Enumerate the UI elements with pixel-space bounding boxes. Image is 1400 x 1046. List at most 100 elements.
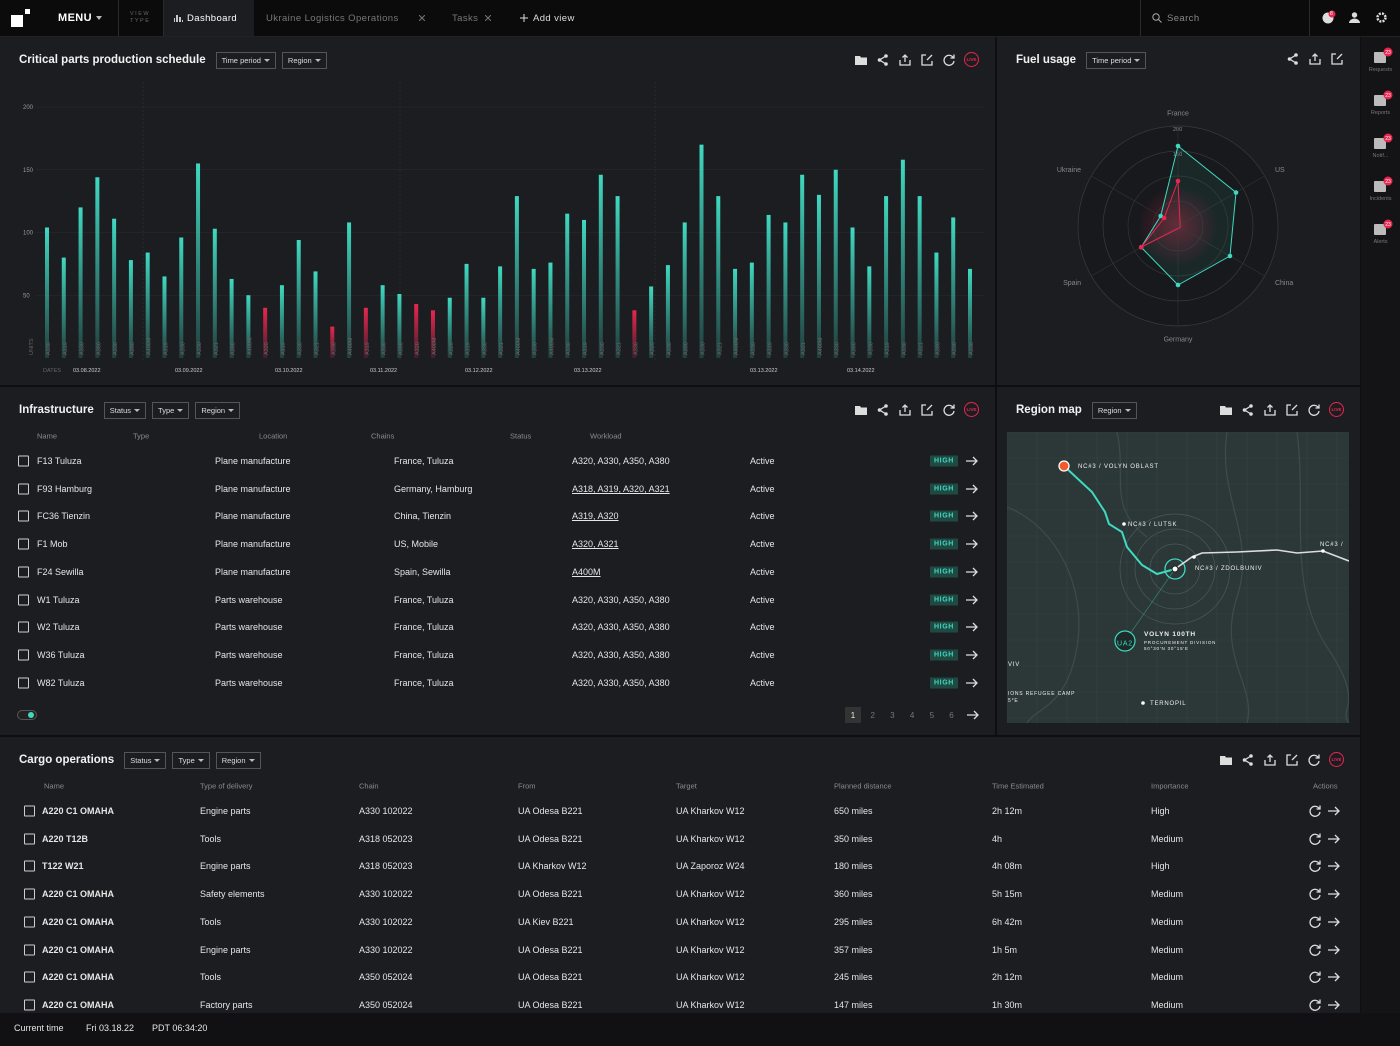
row-refresh-button[interactable] xyxy=(1308,804,1322,818)
next-page-button[interactable] xyxy=(966,708,980,722)
row-checkbox[interactable] xyxy=(18,455,29,467)
toolbar-button[interactable] xyxy=(898,403,912,417)
toggle[interactable] xyxy=(17,710,37,720)
tab[interactable]: Ukraine Logistics Operations xyxy=(266,12,399,24)
row-checkbox[interactable] xyxy=(24,833,35,845)
filter-dropdown[interactable]: Type xyxy=(172,751,210,769)
toolbar-button[interactable] xyxy=(1285,753,1299,767)
live-badge[interactable]: LIVE xyxy=(964,52,979,67)
row-open-button[interactable] xyxy=(965,648,979,662)
row-refresh-button[interactable] xyxy=(1308,943,1322,957)
toolbar-button[interactable] xyxy=(1219,403,1233,417)
toolbar-button[interactable] xyxy=(1263,753,1277,767)
row-refresh-button[interactable] xyxy=(1308,915,1322,929)
sidebar-icon[interactable]: 23 xyxy=(1373,90,1395,108)
toolbar-button[interactable] xyxy=(1241,753,1255,767)
row-checkbox[interactable] xyxy=(18,566,29,578)
toolbar-button[interactable] xyxy=(942,403,956,417)
row-open-button[interactable] xyxy=(965,593,979,607)
toolbar-button[interactable] xyxy=(920,53,934,67)
page-number[interactable]: 5 xyxy=(929,710,935,720)
row-refresh-button[interactable] xyxy=(1308,859,1322,873)
toolbar-button[interactable] xyxy=(1285,403,1299,417)
toolbar-button[interactable] xyxy=(1286,52,1300,66)
toolbar-button[interactable] xyxy=(876,53,890,67)
filter-dropdown[interactable]: Status xyxy=(103,401,147,419)
toolbar-button[interactable] xyxy=(1307,403,1321,417)
row-refresh-button[interactable] xyxy=(1308,832,1322,846)
settings-icon[interactable] xyxy=(1376,12,1387,23)
filter-dropdown[interactable]: Region xyxy=(215,751,261,769)
row-refresh-button[interactable] xyxy=(1308,970,1322,984)
live-badge[interactable]: LIVE xyxy=(1329,752,1344,767)
row-checkbox[interactable] xyxy=(18,538,29,550)
page-number[interactable]: 1 xyxy=(845,707,861,723)
row-checkbox[interactable] xyxy=(24,805,35,817)
clock-icon[interactable] xyxy=(1322,10,1336,24)
row-checkbox[interactable] xyxy=(18,510,29,522)
filter-dropdown[interactable]: Region xyxy=(1091,401,1137,419)
toolbar-button[interactable] xyxy=(876,403,890,417)
live-badge[interactable]: LIVE xyxy=(964,402,979,417)
row-checkbox[interactable] xyxy=(18,594,29,605)
filter-dropdown[interactable]: Status xyxy=(124,751,167,769)
toolbar-button[interactable] xyxy=(1241,403,1255,417)
add-view-button[interactable]: Add view xyxy=(533,12,575,24)
row-open-button[interactable] xyxy=(1327,859,1341,873)
row-checkbox[interactable] xyxy=(18,649,29,661)
row-open-button[interactable] xyxy=(965,454,979,468)
filter-dropdown[interactable]: Region xyxy=(195,401,241,419)
toolbar-button[interactable] xyxy=(1219,753,1233,767)
sidebar-icon[interactable]: 23 xyxy=(1373,133,1395,151)
sidebar-icon[interactable]: 23 xyxy=(1373,219,1395,237)
toolbar-button[interactable] xyxy=(1307,753,1321,767)
row-checkbox[interactable] xyxy=(24,944,35,955)
close-icon[interactable] xyxy=(419,15,425,21)
toolbar-button[interactable] xyxy=(942,53,956,67)
row-checkbox[interactable] xyxy=(18,483,29,495)
toolbar-button[interactable] xyxy=(854,53,868,67)
filter-dropdown[interactable]: Region xyxy=(281,51,327,69)
live-badge[interactable]: LIVE xyxy=(1329,402,1344,417)
page-number[interactable]: 4 xyxy=(909,710,915,720)
row-checkbox[interactable] xyxy=(18,621,29,633)
row-open-button[interactable] xyxy=(1327,832,1341,846)
toolbar-button[interactable] xyxy=(920,403,934,417)
toolbar-button[interactable] xyxy=(854,403,868,417)
toolbar-button[interactable] xyxy=(1263,403,1277,417)
filter-dropdown[interactable]: Type xyxy=(152,401,190,419)
row-refresh-button[interactable] xyxy=(1308,998,1322,1012)
tab[interactable]: Tasks xyxy=(452,12,479,24)
row-open-button[interactable] xyxy=(1327,998,1341,1012)
row-checkbox[interactable] xyxy=(18,677,29,689)
tab[interactable]: Dashboard xyxy=(187,12,238,24)
row-open-button[interactable] xyxy=(965,509,979,523)
filter-dropdown[interactable]: Time period xyxy=(215,51,276,69)
row-checkbox[interactable] xyxy=(24,916,35,928)
row-checkbox[interactable] xyxy=(24,971,35,983)
row-checkbox[interactable] xyxy=(24,888,35,900)
sidebar-icon[interactable]: 23 xyxy=(1373,176,1395,194)
page-number[interactable]: 2 xyxy=(870,710,875,720)
row-open-button[interactable] xyxy=(1327,887,1341,901)
user-icon[interactable] xyxy=(1349,12,1360,23)
row-open-button[interactable] xyxy=(1327,804,1341,818)
row-open-button[interactable] xyxy=(1327,915,1341,929)
sidebar-icon[interactable]: 23 xyxy=(1373,47,1395,65)
menu-button[interactable]: MENU xyxy=(58,12,92,24)
page-number[interactable]: 6 xyxy=(949,710,954,720)
filter-dropdown[interactable]: Time period xyxy=(1086,51,1147,69)
page-number[interactable]: 3 xyxy=(890,710,895,720)
row-open-button[interactable] xyxy=(965,482,979,496)
row-refresh-button[interactable] xyxy=(1308,887,1322,901)
row-checkbox[interactable] xyxy=(24,860,35,872)
toolbar-button[interactable] xyxy=(898,53,912,67)
row-open-button[interactable] xyxy=(965,620,979,634)
row-open-button[interactable] xyxy=(965,676,979,690)
toolbar-button[interactable] xyxy=(1330,52,1344,66)
row-open-button[interactable] xyxy=(1327,943,1341,957)
close-icon[interactable] xyxy=(485,15,491,21)
row-open-button[interactable] xyxy=(965,537,979,551)
row-checkbox[interactable] xyxy=(24,999,35,1011)
toolbar-button[interactable] xyxy=(1308,52,1322,66)
